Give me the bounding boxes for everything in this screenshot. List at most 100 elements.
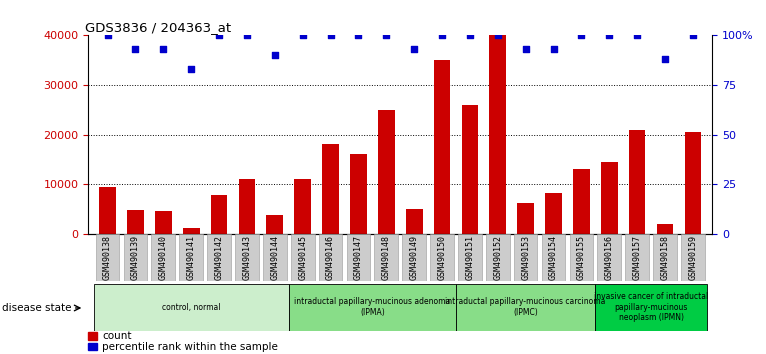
Point [157, 46, 169, 52]
FancyBboxPatch shape [681, 234, 705, 281]
Point [352, 33, 365, 38]
Text: GSM490157: GSM490157 [633, 235, 642, 280]
Text: count: count [102, 331, 132, 341]
FancyBboxPatch shape [456, 284, 595, 331]
Point [185, 66, 198, 72]
Bar [517, 203, 534, 234]
FancyBboxPatch shape [514, 234, 538, 281]
FancyBboxPatch shape [570, 234, 593, 281]
Bar [155, 211, 172, 234]
FancyBboxPatch shape [597, 234, 621, 281]
Bar [656, 224, 673, 234]
Bar [629, 130, 646, 234]
Point [101, 33, 113, 38]
Point [296, 33, 309, 38]
Point [492, 33, 504, 38]
Bar [573, 169, 590, 234]
Bar [100, 187, 116, 234]
FancyBboxPatch shape [289, 284, 456, 331]
Bar [489, 35, 506, 234]
FancyBboxPatch shape [208, 234, 231, 281]
Point [603, 33, 615, 38]
FancyBboxPatch shape [235, 234, 259, 281]
Text: GSM490149: GSM490149 [410, 235, 419, 280]
Bar [601, 162, 617, 234]
Point [380, 33, 392, 38]
FancyBboxPatch shape [402, 234, 426, 281]
Bar [88, 332, 97, 340]
FancyBboxPatch shape [96, 234, 119, 281]
Text: GSM490155: GSM490155 [577, 235, 586, 280]
Text: control, normal: control, normal [162, 303, 221, 312]
FancyBboxPatch shape [653, 234, 677, 281]
Point [269, 52, 281, 58]
Point [241, 33, 253, 38]
Point [408, 46, 421, 52]
Bar [267, 215, 283, 234]
Text: intraductal papillary-mucinous adenoma
(IPMA): intraductal papillary-mucinous adenoma (… [294, 297, 450, 317]
FancyBboxPatch shape [375, 234, 398, 281]
Text: GSM490144: GSM490144 [270, 235, 280, 280]
Text: GSM490151: GSM490151 [466, 235, 474, 280]
Bar [462, 105, 478, 234]
FancyBboxPatch shape [179, 234, 203, 281]
Bar [406, 209, 423, 234]
FancyBboxPatch shape [93, 284, 289, 331]
Bar [322, 144, 339, 234]
Text: invasive cancer of intraductal
papillary-mucinous
neoplasm (IPMN): invasive cancer of intraductal papillary… [594, 292, 709, 322]
FancyBboxPatch shape [625, 234, 649, 281]
Text: GSM490147: GSM490147 [354, 235, 363, 280]
Bar [350, 154, 367, 234]
Point [548, 46, 560, 52]
Text: disease state: disease state [2, 303, 72, 313]
Bar [378, 110, 394, 234]
Point [325, 33, 337, 38]
Bar [545, 193, 562, 234]
Text: GSM490142: GSM490142 [214, 235, 224, 280]
Point [436, 33, 448, 38]
FancyBboxPatch shape [263, 234, 286, 281]
Text: GSM490156: GSM490156 [605, 235, 614, 280]
Bar [238, 179, 255, 234]
Text: GDS3836 / 204363_at: GDS3836 / 204363_at [85, 21, 231, 34]
Text: GSM490152: GSM490152 [493, 235, 502, 280]
Text: intraductal papillary-mucinous carcinoma
(IPMC): intraductal papillary-mucinous carcinoma… [446, 297, 606, 317]
Point [631, 33, 643, 38]
FancyBboxPatch shape [346, 234, 370, 281]
Point [213, 33, 225, 38]
Text: GSM490143: GSM490143 [243, 235, 251, 280]
Text: GSM490153: GSM490153 [521, 235, 530, 280]
FancyBboxPatch shape [486, 234, 509, 281]
Text: GSM490158: GSM490158 [660, 235, 669, 280]
Text: percentile rank within the sample: percentile rank within the sample [102, 342, 278, 352]
Point [687, 33, 699, 38]
Text: GSM490138: GSM490138 [103, 235, 112, 280]
Text: GSM490159: GSM490159 [689, 235, 697, 280]
FancyBboxPatch shape [291, 234, 315, 281]
Text: GSM490150: GSM490150 [437, 235, 447, 280]
FancyBboxPatch shape [458, 234, 482, 281]
FancyBboxPatch shape [430, 234, 454, 281]
Text: GSM490140: GSM490140 [159, 235, 168, 280]
Point [575, 33, 588, 38]
Bar [294, 179, 311, 234]
Point [463, 33, 476, 38]
Bar [183, 228, 200, 234]
Text: GSM490146: GSM490146 [326, 235, 335, 280]
Point [129, 46, 142, 52]
Text: GSM490141: GSM490141 [187, 235, 195, 280]
Text: GSM490139: GSM490139 [131, 235, 140, 280]
Text: GSM490145: GSM490145 [298, 235, 307, 280]
FancyBboxPatch shape [123, 234, 147, 281]
FancyBboxPatch shape [542, 234, 565, 281]
Bar [211, 195, 228, 234]
Point [519, 46, 532, 52]
Bar [685, 132, 701, 234]
Bar [88, 343, 97, 350]
FancyBboxPatch shape [152, 234, 175, 281]
Point [659, 56, 671, 62]
Bar [434, 60, 450, 234]
FancyBboxPatch shape [595, 284, 707, 331]
Text: GSM490154: GSM490154 [549, 235, 558, 280]
Bar [127, 210, 144, 234]
